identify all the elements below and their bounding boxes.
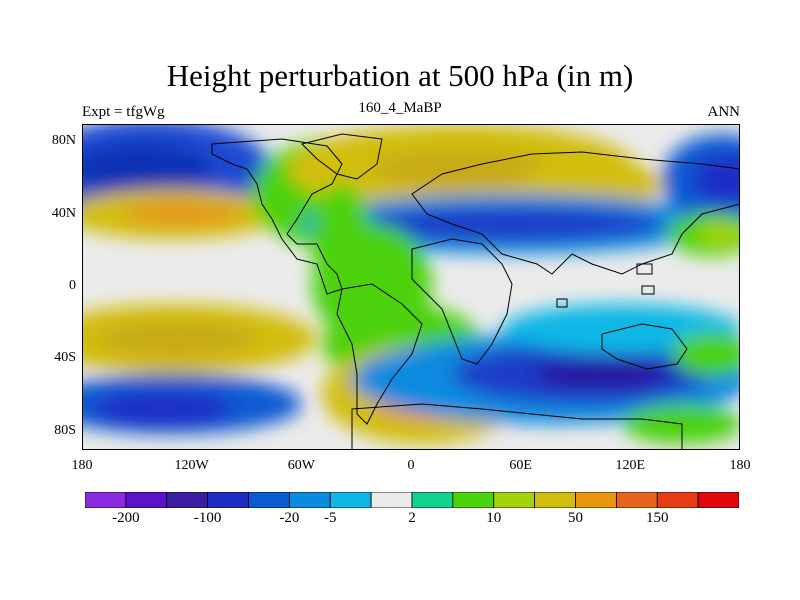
colorbar-box xyxy=(125,492,168,508)
colorbar-box xyxy=(615,492,658,508)
height-field xyxy=(82,124,740,450)
colorbar-box xyxy=(656,492,699,508)
colorbar-box xyxy=(166,492,209,508)
colorbar-box xyxy=(534,492,576,508)
colorbar-label: -20 xyxy=(279,510,300,526)
y-tick-label: 80N xyxy=(51,133,76,149)
x-tick-label: 180 xyxy=(71,458,93,473)
colorbar-box xyxy=(248,492,290,508)
colorbar-box xyxy=(697,492,739,508)
colorbar-box xyxy=(85,492,127,508)
colorbar-label: -100 xyxy=(193,510,222,526)
y-tick-label: 80S xyxy=(54,422,76,438)
y-tick-label: 0 xyxy=(69,278,76,293)
period-label: ANN xyxy=(707,104,741,120)
x-tick-label: 60W xyxy=(287,458,315,473)
experiment-label: Expt = tfgWg xyxy=(82,104,165,120)
colorbar-label: 10 xyxy=(486,510,502,526)
y-tick-label: 40N xyxy=(51,205,76,221)
colorbar-label: 50 xyxy=(568,510,583,526)
colorbar-box xyxy=(207,492,249,508)
plot-title: Height perturbation at 500 hPa (in m) xyxy=(166,58,634,93)
colorbar-box xyxy=(411,492,454,508)
colorbar-box xyxy=(288,492,331,508)
coastlines xyxy=(211,133,740,450)
x-tick-label: 120W xyxy=(174,458,209,473)
colorbar-box xyxy=(575,492,617,508)
case-label: 160_4_MaBP xyxy=(358,100,442,116)
x-tick-label: 0 xyxy=(407,458,415,473)
colorbar-box xyxy=(452,492,495,508)
height-map xyxy=(82,124,740,450)
colorbar-label: 2 xyxy=(408,510,416,526)
colorbar-box xyxy=(370,492,413,508)
x-tick-label: 120E xyxy=(615,458,646,473)
x-tick-label: 180 xyxy=(729,458,751,473)
colorbar-box xyxy=(493,492,536,508)
y-tick-label: 40S xyxy=(54,350,76,366)
colorbar-label: 150 xyxy=(646,510,669,526)
colorbar-label: -200 xyxy=(112,510,140,526)
colorbar-box xyxy=(329,492,372,508)
colorbar xyxy=(85,492,739,508)
colorbar-label: -5 xyxy=(324,510,337,526)
x-tick-label: 60E xyxy=(509,458,532,473)
